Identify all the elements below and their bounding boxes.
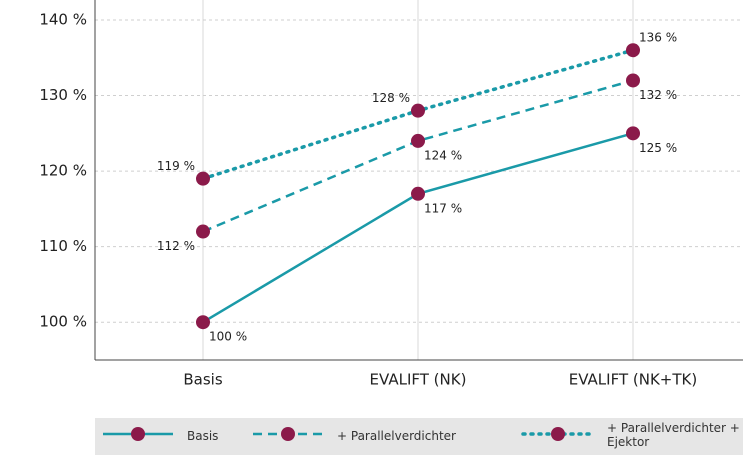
x-tick-label: Basis (183, 371, 222, 389)
marker (626, 126, 640, 141)
legend-swatch (103, 427, 173, 441)
legend-marker (131, 427, 145, 441)
y-tick-label: 140 % (39, 11, 87, 29)
data-label: 124 % (424, 148, 462, 162)
chart: 100 % 110 % 120 % 130 % 140 % Basis EVALIFT (N… (39, 0, 743, 389)
legend: Basis + Parallelverdichter + Parallelverdi… (95, 418, 743, 455)
data-label: 100 % (209, 330, 247, 344)
data-label: 125 % (639, 141, 677, 155)
data-label: 132 % (639, 88, 677, 102)
data-label: 117 % (424, 201, 462, 215)
legend-marker (281, 427, 295, 441)
y-tick-label: 110 % (39, 237, 87, 255)
marker (196, 315, 210, 330)
y-tick-label: 130 % (39, 86, 87, 104)
legend-swatch (253, 427, 323, 441)
data-label: 119 % (157, 159, 195, 173)
marker (411, 133, 425, 148)
marker (411, 103, 425, 118)
y-tick-label: 120 % (39, 162, 87, 180)
data-label: 112 % (157, 239, 195, 253)
legend-marker (551, 427, 565, 441)
data-label: 136 % (639, 31, 677, 45)
marker (626, 73, 640, 88)
marker (196, 224, 210, 239)
x-tick-label: EVALIFT (NK) (370, 371, 467, 389)
legend-swatch (521, 427, 595, 441)
data-label: 128 % (372, 91, 410, 105)
legend-label: + Parallelverdichter (337, 429, 456, 443)
marker (196, 171, 210, 186)
legend-label: + Parallelverdichter + Ejektor (607, 421, 740, 449)
marker (626, 43, 640, 58)
legend-label: Basis (187, 429, 219, 443)
x-tick-label: EVALIFT (NK+TK) (569, 371, 697, 389)
y-tick-label: 100 % (39, 313, 87, 331)
marker (411, 186, 425, 201)
